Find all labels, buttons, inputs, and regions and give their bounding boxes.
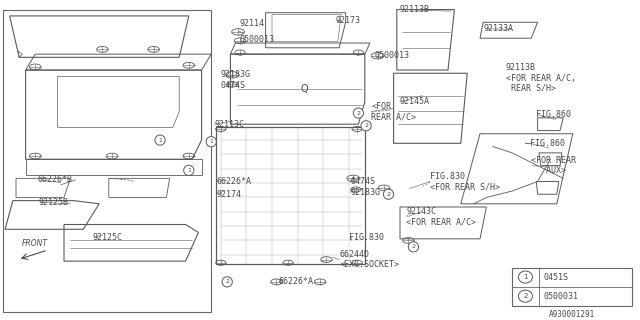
Text: FIG.830: FIG.830	[349, 233, 384, 242]
Text: 2: 2	[387, 192, 390, 197]
Text: 2: 2	[524, 293, 527, 299]
Ellipse shape	[222, 277, 232, 287]
Text: 0500013: 0500013	[374, 51, 410, 60]
Text: 92113B
<FOR REAR A/C,
 REAR S/H>: 92113B <FOR REAR A/C, REAR S/H>	[506, 63, 575, 93]
Text: 92143C
<FOR REAR A/C>: 92143C <FOR REAR A/C>	[406, 207, 476, 226]
Text: 2: 2	[412, 244, 415, 249]
Text: 92133A: 92133A	[483, 24, 513, 33]
Text: 92183G: 92183G	[221, 70, 251, 79]
Text: FIG.830
<FOR REAR S/H>: FIG.830 <FOR REAR S/H>	[430, 172, 500, 191]
Ellipse shape	[353, 108, 364, 118]
Ellipse shape	[184, 165, 194, 175]
Text: 92183G: 92183G	[351, 188, 381, 197]
Text: 2: 2	[356, 110, 360, 116]
Text: 92145A: 92145A	[400, 97, 430, 107]
Text: 1: 1	[209, 139, 213, 144]
Ellipse shape	[155, 135, 165, 145]
Ellipse shape	[408, 242, 419, 252]
Text: 66244D
<EXC.SOCKET>: 66244D <EXC.SOCKET>	[339, 250, 399, 269]
Text: <FOR REAR
   AUX>: <FOR REAR AUX>	[531, 156, 576, 175]
Text: 92113B: 92113B	[400, 5, 430, 14]
Text: 66226*B: 66226*B	[37, 175, 72, 184]
Text: 66226*A: 66226*A	[278, 277, 314, 286]
Text: Q: Q	[300, 84, 308, 94]
Ellipse shape	[206, 137, 216, 147]
Text: A930001291: A930001291	[549, 310, 595, 319]
Text: 92174: 92174	[216, 190, 241, 199]
Text: 2: 2	[225, 279, 229, 284]
Ellipse shape	[361, 121, 371, 131]
Text: 1: 1	[523, 274, 528, 280]
Ellipse shape	[383, 189, 394, 199]
Text: —FIG.860: —FIG.860	[525, 139, 564, 148]
Text: 0474S: 0474S	[351, 177, 376, 186]
Text: 0500031: 0500031	[544, 292, 579, 301]
Text: 92125C: 92125C	[93, 233, 123, 242]
Text: 66226*A: 66226*A	[216, 177, 252, 186]
Bar	[3, 10, 211, 312]
Bar	[512, 268, 632, 306]
Text: Q500013: Q500013	[240, 35, 275, 44]
Text: 92125B: 92125B	[38, 198, 68, 207]
Ellipse shape	[518, 271, 532, 283]
Text: 1: 1	[158, 138, 162, 143]
Ellipse shape	[518, 290, 532, 302]
Text: 0451S: 0451S	[544, 273, 569, 282]
Text: 92114: 92114	[240, 20, 265, 28]
Text: FRONT: FRONT	[22, 239, 48, 248]
Text: FIG.860: FIG.860	[536, 110, 572, 119]
Text: 1: 1	[187, 168, 191, 173]
Text: 92173: 92173	[336, 16, 361, 25]
Text: 92113C: 92113C	[214, 120, 244, 129]
Text: 2: 2	[364, 123, 368, 128]
Text: 0474S: 0474S	[221, 82, 246, 91]
Text: <FOR
REAR A/C>: <FOR REAR A/C>	[371, 102, 416, 121]
